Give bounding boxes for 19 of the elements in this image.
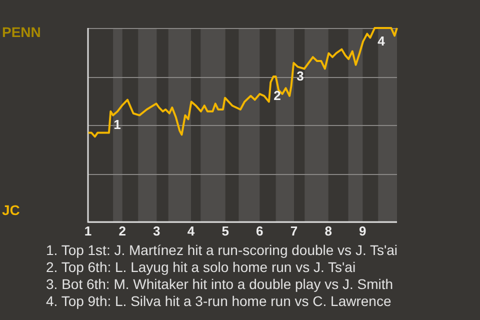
- x-tick-label: 7: [290, 223, 298, 238]
- x-tick-label: 9: [359, 223, 366, 238]
- text: 1. Top 1st: J. Martínez hit a run-scoring double vs J. Ts'ai: [46, 242, 399, 259]
- text: PENN: [2, 24, 41, 40]
- text: 4. Top 9th: L. Silva hit a 3-run home run vs C. Lawrence: [46, 293, 392, 310]
- annotation: 2: [274, 88, 281, 103]
- x-tick-label: 2: [118, 223, 126, 238]
- x-tick-label: 5: [222, 223, 229, 238]
- annotation: 1: [114, 117, 121, 132]
- text: 3. Bot 6th: M. Whitaker hit into a double play vs J. Smith: [46, 276, 394, 293]
- x-tick-label: 6: [256, 223, 264, 238]
- text: JC: [2, 202, 20, 218]
- x-tick-label: 3: [153, 223, 160, 238]
- text: 2. Top 6th: L. Layug hit a solo home run vs J. Ts'ai: [46, 259, 357, 276]
- annotation: 3: [296, 68, 304, 84]
- x-tick-label: 4: [187, 223, 196, 238]
- x-tick-label: 1: [84, 223, 92, 238]
- x-tick-label: 8: [324, 223, 332, 238]
- annotation: 4: [378, 34, 386, 49]
